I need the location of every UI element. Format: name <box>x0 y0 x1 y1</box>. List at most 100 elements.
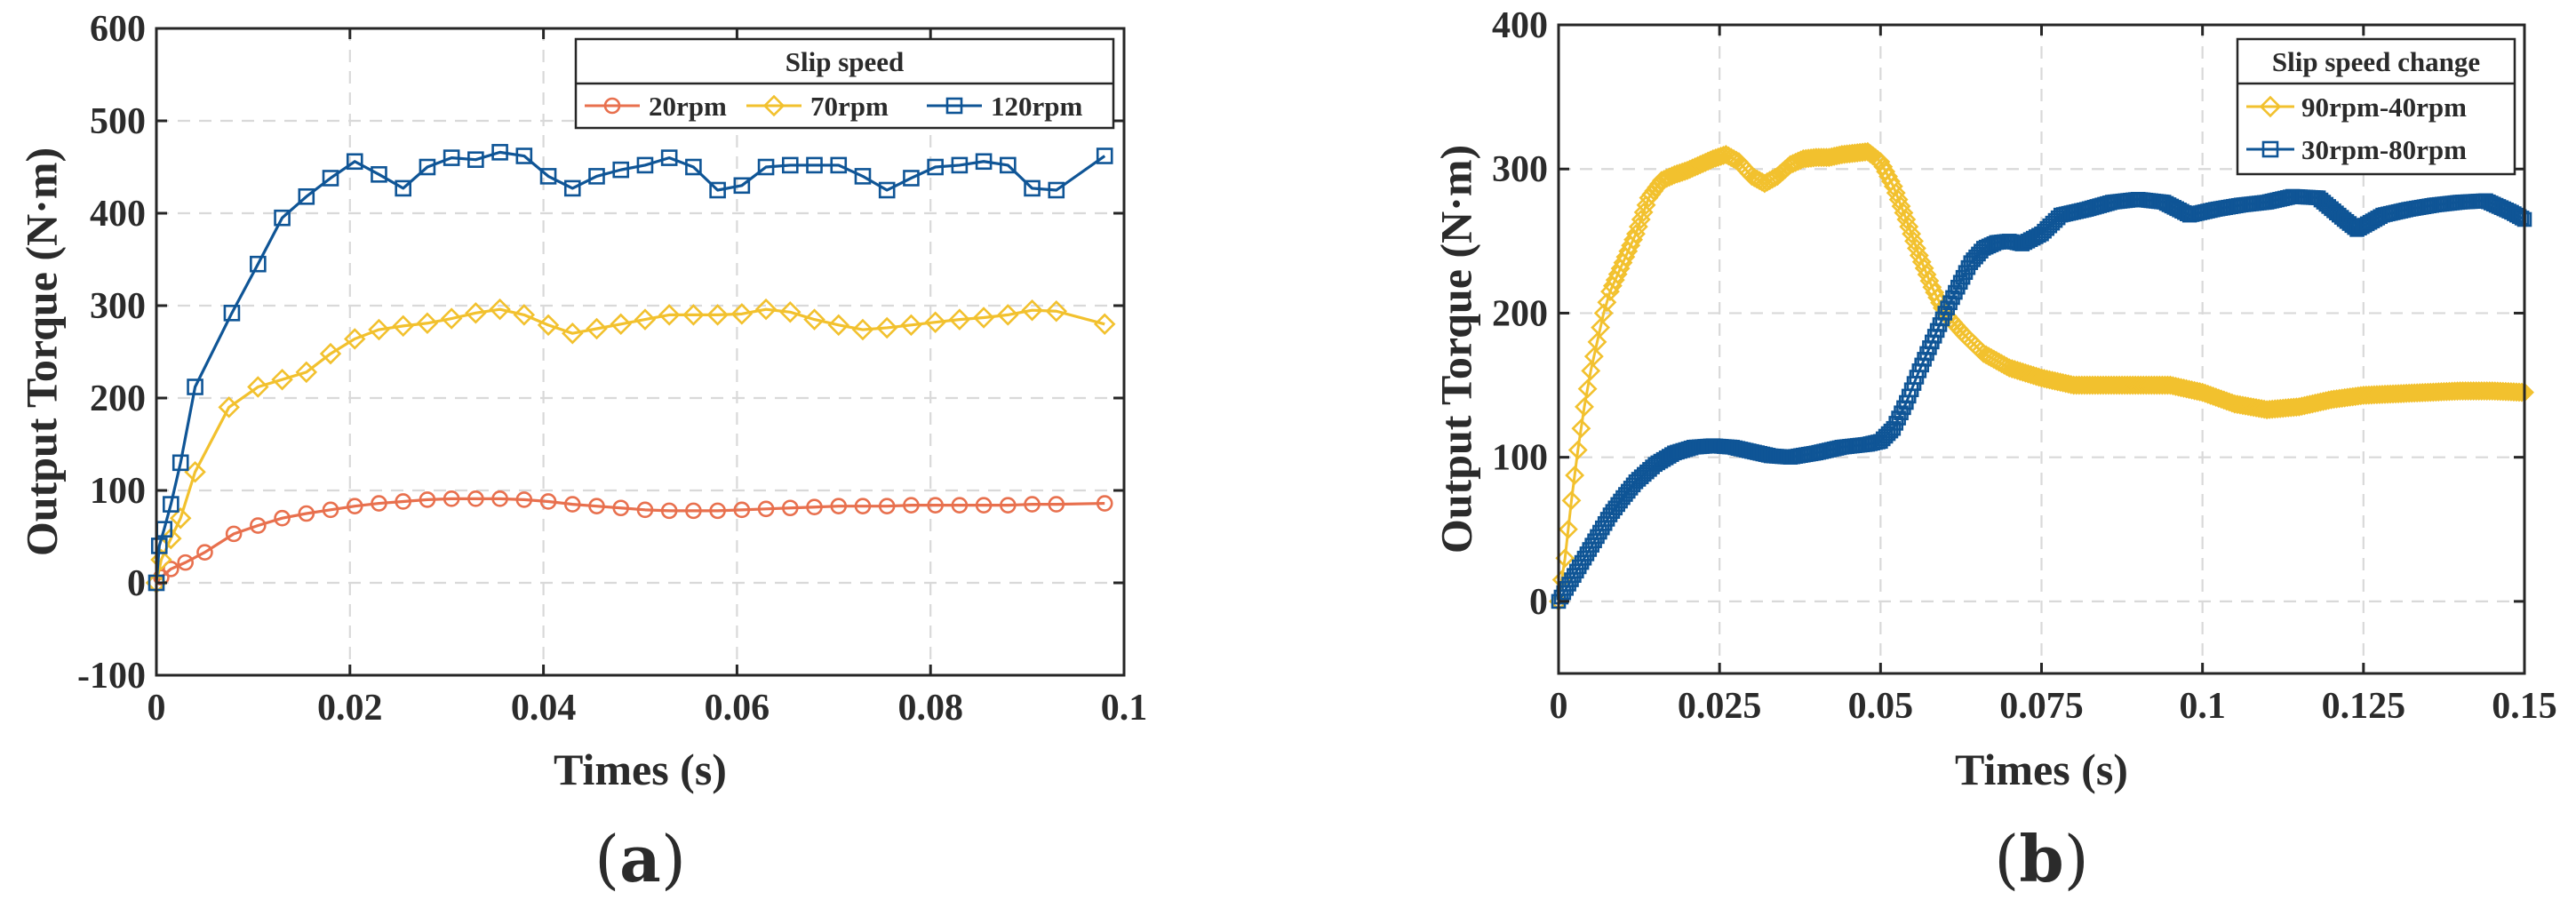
data-point-70rpm <box>900 314 922 337</box>
data-point-120rpm <box>1000 156 1017 174</box>
data-point-90rpm-40rpm <box>1577 378 1598 399</box>
data-point-20rpm <box>196 544 213 561</box>
plot-frame-a <box>155 27 1126 677</box>
data-point-90rpm-40rpm <box>1561 490 1582 511</box>
data-point-20rpm <box>854 498 872 514</box>
data-point-70rpm <box>513 304 536 326</box>
data-point-20rpm <box>878 498 896 514</box>
data-point-90rpm-40rpm <box>1623 229 1643 250</box>
data-point-90rpm-40rpm <box>1911 251 1932 272</box>
data-point-120rpm <box>395 179 411 197</box>
x-tick-label: 0.08 <box>897 688 963 729</box>
legend-marker-70rpm <box>762 94 786 117</box>
data-point-70rpm <box>997 304 1019 326</box>
data-point-20rpm <box>1096 495 1113 512</box>
data-point-90rpm-40rpm <box>1917 265 1937 284</box>
series-120rpm <box>148 144 1113 592</box>
data-point-70rpm <box>271 368 293 391</box>
series-90rpm-40rpm <box>1549 141 2534 611</box>
x-tick-label: 0.1 <box>1101 688 1148 729</box>
y-tick-label: 400 <box>90 194 146 235</box>
series-70rpm <box>145 298 1116 594</box>
x-tick-label: 0.05 <box>1848 686 1914 727</box>
data-point-90rpm-40rpm <box>1899 217 1919 237</box>
data-point-120rpm <box>563 179 581 197</box>
data-point-70rpm <box>586 317 608 340</box>
legend-label: 20rpm <box>649 91 727 122</box>
data-point-120rpm <box>854 168 872 185</box>
legend-marker-30rpm-80rpm <box>2261 140 2279 158</box>
data-point-20rpm <box>250 517 267 534</box>
data-point-120rpm <box>491 144 508 161</box>
data-point-120rpm <box>1048 181 1065 199</box>
ticks-a: 0 0.02 0.04 0.06 0.08 0.1-1000100200300400500… <box>77 9 1147 729</box>
data-point-120rpm <box>636 156 654 174</box>
data-point-120rpm <box>223 305 241 322</box>
legend-a: Slip speed 20rpm 70rpm 120rpm <box>574 37 1115 130</box>
data-point-120rpm <box>163 496 179 513</box>
data-point-90rpm-40rpm <box>1583 346 1604 367</box>
data-point-70rpm <box>169 506 192 530</box>
x-tick-label: 0 <box>148 688 166 729</box>
data-point-70rpm <box>803 308 825 331</box>
data-point-120rpm <box>733 177 751 195</box>
legend-label: 70rpm <box>810 91 889 122</box>
data-point-90rpm-40rpm <box>1581 361 1601 381</box>
data-point-20rpm <box>298 505 315 522</box>
data-point-20rpm <box>419 491 436 508</box>
data-point-20rpm <box>781 499 799 517</box>
data-point-120rpm <box>371 166 387 183</box>
legend-label: 120rpm <box>991 91 1083 122</box>
data-point-70rpm <box>1093 313 1116 336</box>
data-point-90rpm-40rpm <box>1902 224 1922 244</box>
data-point-120rpm <box>187 378 203 395</box>
x-tick-label: 0.15 <box>2492 686 2557 727</box>
data-point-70rpm <box>706 304 729 326</box>
data-point-120rpm <box>150 538 168 554</box>
data-point-20rpm <box>903 497 920 514</box>
grid-a <box>156 28 1124 675</box>
y-axis-label-b: Output Torque (N·m) <box>1431 145 1480 554</box>
y-tick-label: -100 <box>77 656 146 697</box>
data-point-90rpm-40rpm <box>1565 466 1585 485</box>
data-point-70rpm <box>924 311 946 333</box>
series-30rpm-80rpm <box>1551 188 2532 609</box>
data-point-70rpm <box>1021 299 1043 322</box>
data-point-120rpm <box>709 181 726 199</box>
data-point-70rpm <box>779 301 802 323</box>
x-tick-label: 0.04 <box>511 688 577 729</box>
data-point-120rpm <box>1024 179 1041 197</box>
x-tick-label: 0.06 <box>705 688 770 729</box>
data-point-20rpm <box>830 498 848 514</box>
chart-panel-b: 0 0.025 0.05 0.075 0.1 0.125 0.15 0 100 200 300 400… <box>1431 5 2556 896</box>
data-point-120rpm <box>685 158 702 176</box>
data-point-20rpm <box>975 497 993 514</box>
data-point-20rpm <box>515 491 533 508</box>
data-point-90rpm-40rpm <box>1906 238 1926 259</box>
data-point-20rpm <box>636 501 654 519</box>
data-point-70rpm <box>754 298 778 321</box>
data-point-70rpm <box>1045 300 1068 323</box>
data-point-20rpm <box>951 497 969 514</box>
data-point-90rpm-40rpm <box>1896 210 1917 229</box>
legend-b: Slip speed change 90rpm-40rpm 30rpm-80rpm <box>2236 37 2516 176</box>
data-point-30rpm-80rpm <box>2514 211 2530 226</box>
panel-label-a: (a) <box>594 821 686 896</box>
y-tick-label: 600 <box>90 9 146 50</box>
y-tick-label: 0 <box>127 563 146 604</box>
data-point-120rpm <box>903 170 920 187</box>
data-point-20rpm <box>709 502 726 520</box>
x-tick-label: 0.025 <box>1678 686 1762 727</box>
data-point-20rpm <box>163 561 179 577</box>
data-point-120rpm <box>878 181 896 199</box>
y-tick-label: 0 <box>1529 582 1548 623</box>
data-point-70rpm <box>344 328 366 350</box>
data-point-20rpm <box>443 490 460 507</box>
data-point-20rpm <box>612 499 630 517</box>
x-axis-label-b: Times (s) <box>1955 745 2128 794</box>
data-point-70rpm <box>634 308 657 331</box>
x-tick-label: 0.1 <box>2179 686 2226 727</box>
data-point-20rpm <box>563 496 581 513</box>
legend-label: 90rpm-40rpm <box>2301 92 2467 123</box>
